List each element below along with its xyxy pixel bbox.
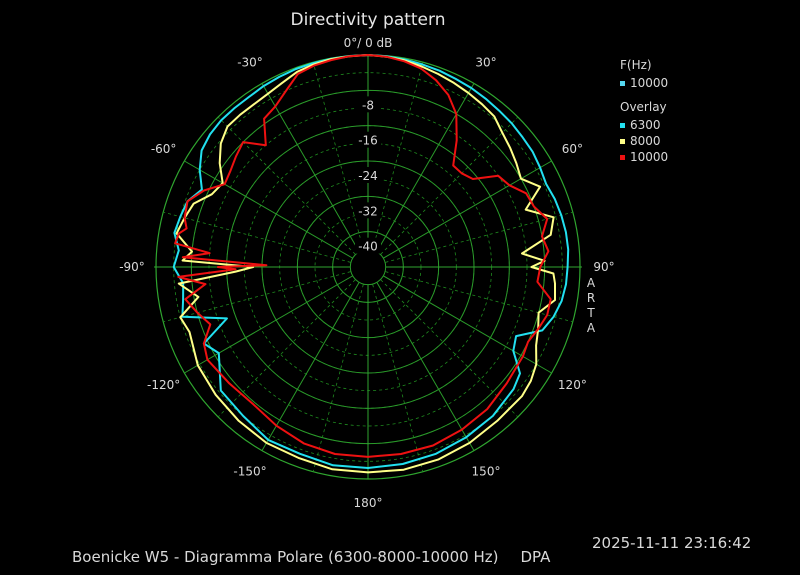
arta-letter: A: [586, 276, 596, 290]
legend-label: 8000: [630, 134, 661, 148]
angle-label: 150°: [472, 464, 501, 478]
legend-swatch-icon: [620, 154, 625, 160]
angle-label: -60°: [151, 142, 177, 156]
footer: Boenicke W5 - Diagramma Polare (6300-800…: [72, 548, 550, 566]
legend-label: 6300: [630, 118, 661, 132]
arta-letter: T: [587, 306, 595, 320]
grid-spoke: [217, 116, 369, 268]
legend-main-header: F(Hz): [620, 58, 652, 72]
grid-spoke: [367, 266, 519, 418]
db-label-bg: [355, 202, 381, 219]
legend-swatch-icon: [620, 138, 625, 144]
grid-spoke: [312, 62, 369, 268]
db-tick-label: -40: [358, 240, 378, 254]
polar-grid: [154, 54, 582, 480]
angle-label: 30°: [475, 56, 496, 70]
legend-swatch-icon: [620, 80, 625, 86]
footer-brand: DPA: [520, 548, 551, 566]
db-tick-label: -8: [362, 98, 374, 112]
arta-letter: A: [586, 321, 596, 335]
legend: F(Hz) 10000 Overlay 6300 8000 10000: [620, 57, 668, 165]
legend-item-10000: 10000: [620, 149, 668, 165]
db-tick-label: -32: [358, 204, 378, 218]
angle-label: -150°: [233, 464, 266, 478]
footer-caption: Boenicke W5 - Diagramma Polare (6300-800…: [72, 548, 499, 566]
legend-item-8000: 8000: [620, 133, 668, 149]
grid-spoke: [184, 266, 369, 374]
chart-title: Directivity pattern: [290, 10, 446, 30]
angle-label: -90°: [119, 260, 145, 274]
legend-label: 10000: [630, 76, 669, 90]
trace-10000: [174, 54, 552, 458]
legend-item-main-10000: 10000: [620, 75, 668, 91]
grid-spoke: [217, 266, 369, 418]
grid-spoke: [261, 266, 369, 451]
arta-letter: R: [586, 291, 596, 305]
grid-spoke: [367, 266, 552, 374]
grid-spoke: [367, 211, 573, 268]
angle-label: -120°: [147, 378, 180, 392]
db-label-bg: [355, 131, 381, 148]
db-top-label: 0°/ 0 dB: [344, 36, 393, 50]
angle-label: 120°: [558, 378, 587, 392]
grid-spoke: [312, 266, 369, 472]
legend-item-6300: 6300: [620, 117, 668, 133]
grid-spoke: [184, 160, 369, 268]
angle-label: 60°: [562, 142, 583, 156]
grid-spoke: [367, 116, 519, 268]
polar-traces: [172, 54, 570, 474]
db-label-bg: [355, 237, 381, 254]
angle-label: 180°: [354, 496, 383, 510]
legend-overlay-header: Overlay: [620, 100, 667, 114]
grid-spoke: [163, 211, 369, 268]
db-label-bg: [355, 167, 381, 183]
db-tick-label: -16: [358, 134, 378, 148]
polar-labels: -8 -16 -24 -32 -40 0°/ 0 dB 30° 60° 90° 120° 150° 1…: [119, 36, 614, 510]
angle-label: -30°: [237, 56, 263, 70]
timestamp: 2025-11-11 23:16:42: [592, 534, 752, 552]
legend-swatch-icon: [620, 122, 625, 128]
angle-label: 90°: [593, 260, 614, 274]
db-tick-label: -24: [358, 169, 378, 183]
grid-spoke: [367, 83, 475, 268]
grid-spoke: [367, 62, 424, 268]
center-disc: [349, 248, 387, 286]
grid-spoke: [261, 83, 369, 268]
grid-spoke: [367, 266, 475, 451]
legend-label: 10000: [630, 150, 669, 164]
db-label-bg: [355, 96, 381, 113]
grid-spoke: [367, 266, 424, 472]
